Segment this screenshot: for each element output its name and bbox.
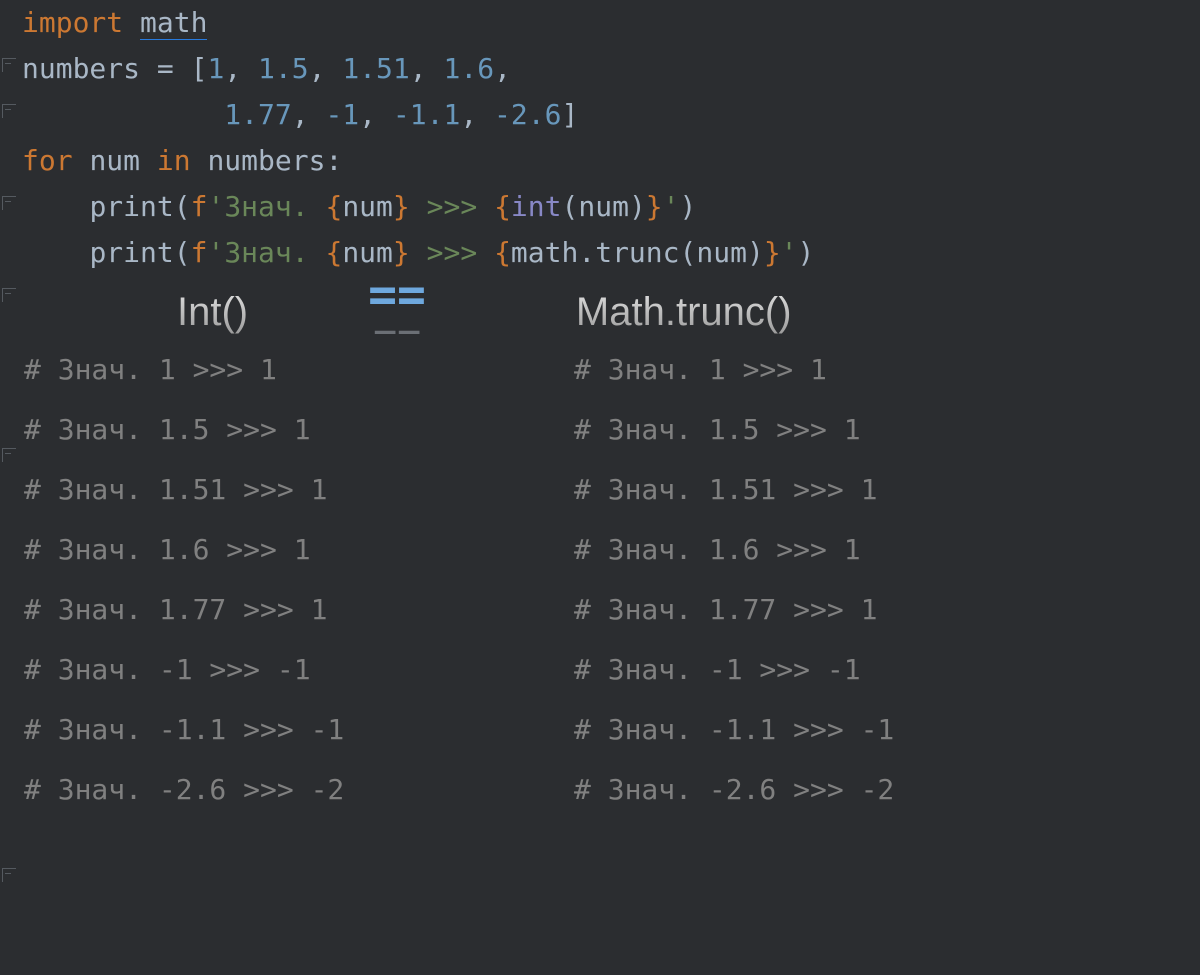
num: -2.6 [494,98,561,131]
output-line: # Знач. -1.1 >>> -1 [574,700,1200,760]
fn-trunc: trunc [595,236,679,269]
code-line: print(f'Знач. {num} >>> {int(num)}') [22,184,1200,230]
kw-import: import [22,6,123,39]
output-line: # Знач. -1 >>> -1 [24,640,544,700]
num: 1.6 [443,52,494,85]
output-line: # Знач. 1 >>> 1 [574,340,1200,400]
equals-top: == [368,278,426,312]
var-numbers: numbers [22,52,140,85]
output-line: # Знач. -2.6 >>> -2 [24,760,544,820]
output-line: # Знач. -1 >>> -1 [574,640,1200,700]
fold-icon [2,868,16,882]
output-line: # Знач. 1.77 >>> 1 [24,580,544,640]
output-line: # Знач. 1.5 >>> 1 [24,400,544,460]
output-line: # Знач. 1.51 >>> 1 [24,460,544,520]
code-line: for num in numbers: [22,138,1200,184]
output-columns: # Знач. 1 >>> 1 # Знач. 1.5 >>> 1 # Знач… [22,340,1200,820]
fold-icon [2,448,16,462]
num: 1.5 [258,52,309,85]
fold-icon [2,288,16,302]
output-col-right: # Знач. 1 >>> 1 # Знач. 1.5 >>> 1 # Знач… [544,340,1200,820]
output-line: # Знач. 1.6 >>> 1 [574,520,1200,580]
code-line: numbers = [1, 1.5, 1.51, 1.6, [22,46,1200,92]
equals-icon: == −− [368,278,426,346]
code-line: 1.77, -1, -1.1, -2.6] [22,92,1200,138]
num: 1.77 [224,98,291,131]
num: 1 [207,52,224,85]
kw-for: for [22,144,73,177]
output-line: # Знач. -2.6 >>> -2 [574,760,1200,820]
output-line: # Знач. 1.6 >>> 1 [24,520,544,580]
output-line: # Знач. 1 >>> 1 [24,340,544,400]
output-line: # Знач. 1.77 >>> 1 [574,580,1200,640]
output-line: # Знач. 1.5 >>> 1 [574,400,1200,460]
gutter [0,0,18,820]
module-math: math [140,6,207,40]
num: 1.51 [342,52,409,85]
fold-icon [2,104,16,118]
fn-int: int [511,190,562,223]
num: -1.1 [393,98,460,131]
fold-icon [2,196,16,210]
code-line: print(f'Знач. {num} >>> {math.trunc(num)… [22,230,1200,276]
heading-int: Int() [177,290,248,335]
op: = [ [140,52,207,85]
heading-mathtrunc: Math.trunc() [576,290,792,335]
output-line: # Знач. -1.1 >>> -1 [24,700,544,760]
fold-icon [2,58,16,72]
headings-row: Int() == −− Math.trunc() [22,284,1200,340]
output-col-left: # Знач. 1 >>> 1 # Знач. 1.5 >>> 1 # Знач… [24,340,544,820]
code-editor: import math numbers = [1, 1.5, 1.51, 1.6… [0,0,1200,820]
fn-print: print [89,190,173,223]
kw-in: in [157,144,191,177]
num: -1 [325,98,359,131]
code-line: import math [22,0,1200,46]
output-line: # Знач. 1.51 >>> 1 [574,460,1200,520]
fn-print: print [89,236,173,269]
